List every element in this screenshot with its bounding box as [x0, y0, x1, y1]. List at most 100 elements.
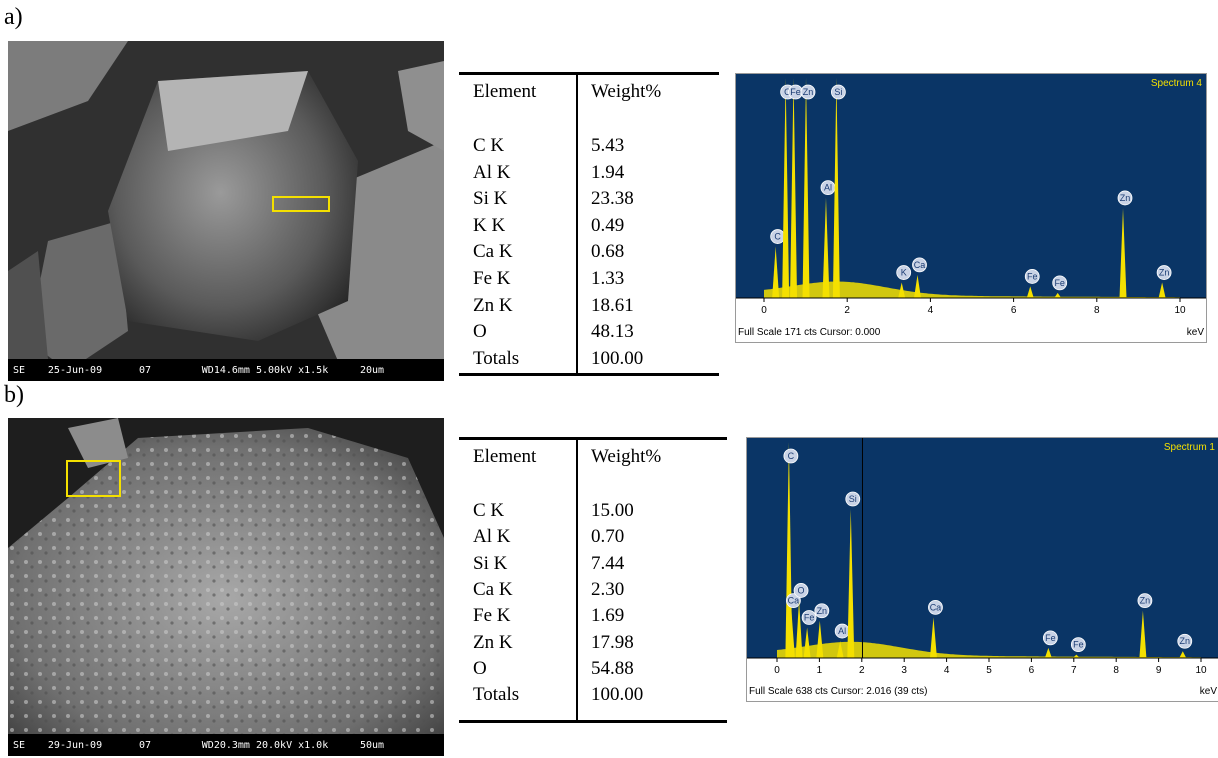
sem-frame-a: 07: [138, 364, 152, 376]
table-cell-element: O: [473, 657, 487, 679]
peak-label: Fe: [804, 613, 815, 623]
peak-label: Ca: [914, 260, 926, 270]
table-cell-weight: 100.00: [591, 684, 644, 706]
table-cell-element: Zn K: [473, 294, 513, 316]
peak-marker: [928, 599, 943, 615]
spectrum-background: [736, 74, 1206, 298]
spectrum-unit-b: keV: [1199, 686, 1217, 697]
table-cell-weight: 23.38: [591, 188, 634, 210]
table-cell-weight: 54.88: [591, 657, 634, 679]
eds-table-a: Element Weight% C K 5.43 Al K 1.94 Si K 23.38…: [459, 72, 719, 376]
panel-b-label: b): [4, 382, 24, 408]
peak-marker: [1024, 269, 1040, 284]
spectrum-peak: [1158, 282, 1166, 298]
sem-image-b: SE 29-Jun-09 07 WD20.3mm 20.0kV x1.0k 50…: [8, 418, 444, 756]
peak-label: Zn: [817, 606, 828, 616]
x-tick-label: 5: [986, 665, 992, 676]
table-header-element-a: Element: [473, 81, 537, 102]
x-tick-label: 8: [1094, 305, 1100, 316]
table-cell-weight: 2.30: [591, 578, 625, 600]
peak-label: Al: [824, 183, 832, 193]
sem-detector-b: SE: [12, 739, 26, 751]
table-cell-element: Al K: [473, 526, 511, 548]
table-cell-weight: 48.13: [591, 321, 634, 343]
spectrum-peak: [832, 78, 840, 298]
spectrum-footer-a: Full Scale 171 cts Cursor: 0.000 keV: [738, 327, 1204, 341]
spectrum-fullscale-a: Full Scale 171 cts Cursor: 0.000: [738, 327, 881, 338]
peak-marker: [783, 448, 799, 464]
table-cell-weight: 18.61: [591, 294, 634, 316]
table-cell-weight: 1.33: [591, 268, 625, 289]
x-tick-label: 2: [859, 665, 865, 676]
peak-label: Fe: [1054, 278, 1065, 288]
table-cell-weight: 5.43: [591, 135, 625, 156]
sem-params-a: WD14.6mm 5.00kV x1.5k: [201, 364, 329, 376]
spectrum-peak: [1054, 292, 1062, 298]
peak-marker: [786, 593, 801, 609]
peak-label: Fe: [790, 87, 801, 97]
peak-label: Al: [838, 626, 846, 636]
spectrum-a: Spectrum 4 C O Fe Zn Al Si K Ca Fe Fe Zn Zn 0 2 4 6 8 10 F…: [735, 73, 1207, 343]
sem-micrograph-b: [8, 418, 444, 756]
spectrum-peak: [802, 78, 810, 298]
sem-date-a: 25-Jun-09: [47, 364, 103, 376]
peak-marker: [830, 84, 846, 100]
peak-label: Si: [834, 87, 842, 97]
spectrum-peak: [1179, 651, 1187, 658]
table-cell-element: Totals: [473, 684, 520, 706]
eds-table-b: Element Weight% C K 15.00 Al K 0.70 Si K 7.44…: [459, 437, 727, 723]
spectrum-peak: [929, 617, 937, 658]
table-cell-element: Si K: [473, 188, 508, 210]
spectrum-peak: [803, 627, 811, 658]
peak-label: Fe: [1073, 640, 1084, 650]
peak-label: Fe: [1045, 633, 1056, 643]
peak-marker: [1137, 593, 1153, 609]
x-tick-label: 10: [1195, 665, 1207, 676]
spectrum-peak: [836, 641, 844, 658]
spectrum-peak: [772, 246, 780, 298]
x-tick-label: 4: [944, 665, 950, 676]
roi-box-b: [66, 460, 121, 497]
x-tick-label: 2: [844, 305, 850, 316]
spectrum-background: [747, 438, 1218, 658]
sem-frame-b: 07: [138, 739, 152, 751]
peak-label: K: [901, 268, 907, 278]
table-cell-element: O: [473, 321, 487, 343]
x-tick-label: 3: [901, 665, 907, 676]
table-cell-element: Fe K: [473, 268, 511, 289]
peak-marker: [1156, 265, 1172, 280]
peak-label: Zn: [1120, 193, 1131, 203]
spectrum-continuum: [777, 641, 1201, 658]
table-cell-element: Al K: [473, 161, 511, 183]
spectrum-peak: [816, 620, 824, 658]
peak-label: Ca: [788, 596, 800, 606]
peak-label: Zn: [1140, 596, 1151, 606]
panel-a-label: a): [4, 4, 23, 30]
spectrum-title: Spectrum 1: [1164, 442, 1216, 453]
peak-marker: [1052, 275, 1068, 291]
x-tick-label: 9: [1156, 665, 1162, 676]
x-tick-label: 1: [817, 665, 823, 676]
table-cell-element: Ca K: [473, 578, 513, 600]
peak-label: Si: [849, 494, 857, 504]
spectrum-peak: [914, 274, 922, 298]
spectrum-continuum: [764, 281, 1180, 298]
sem-micrograph-a: [8, 41, 444, 381]
spectrum-unit-a: keV: [1186, 327, 1204, 338]
spectrum-fullscale-b: Full Scale 638 cts Cursor: 2.016 (39 cts…: [749, 686, 928, 697]
peak-label: O: [798, 585, 805, 595]
table-cell-element: K K: [473, 214, 506, 236]
table-cell-weight: 0.49: [591, 214, 625, 236]
table-cell-weight: 0.70: [591, 526, 625, 548]
spectrum-peak: [782, 78, 790, 298]
spectrum-peak: [790, 78, 798, 298]
peak-marker: [1177, 633, 1193, 649]
peak-label: Zn: [803, 87, 814, 97]
peak-marker: [896, 265, 912, 280]
table-cell-weight: 7.44: [591, 552, 625, 574]
spectrum-peak: [898, 282, 906, 298]
x-tick-label: 6: [1011, 305, 1017, 316]
peak-marker: [1117, 190, 1133, 206]
